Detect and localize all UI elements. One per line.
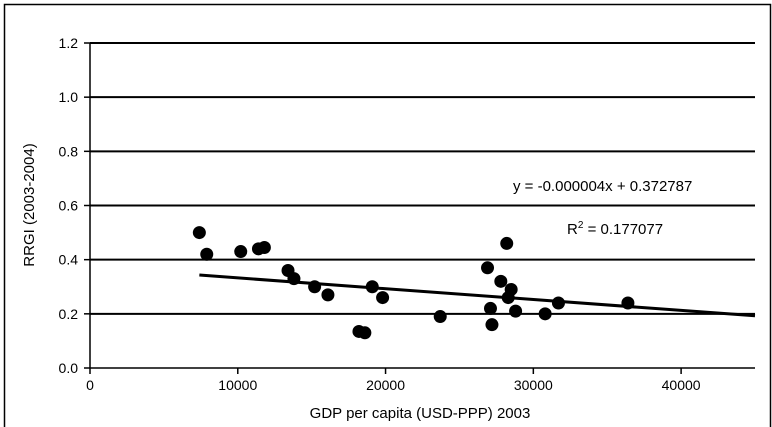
data-point-23 — [551, 296, 565, 310]
data-point-15 — [483, 301, 497, 315]
data-point-16 — [485, 318, 499, 332]
x-tick-labels: 0 10000 20000 30000 40000 — [86, 377, 701, 393]
y-tick-labels: 0.0 0.2 0.4 0.6 0.8 1.0 1.2 — [59, 35, 79, 376]
data-point-22 — [538, 307, 552, 321]
y-axis-title: RRGI (2003-2004) — [21, 143, 38, 266]
y-tick-label-4: 0.8 — [59, 143, 79, 159]
chart-outer-border — [3, 3, 772, 427]
y-tick-label-5: 1.0 — [59, 89, 79, 105]
data-points — [192, 226, 635, 340]
data-point-7 — [308, 280, 322, 294]
data-point-6 — [287, 272, 301, 286]
data-point-20 — [504, 282, 518, 296]
y-tick-label-3: 0.6 — [59, 198, 79, 214]
x-tick-label-2: 20000 — [366, 377, 405, 393]
data-point-11 — [365, 280, 379, 294]
data-point-1 — [200, 247, 214, 261]
trendline — [199, 273, 756, 318]
y-tick-label-0: 0.0 — [59, 360, 79, 376]
data-point-10 — [358, 326, 372, 340]
data-point-17 — [494, 274, 508, 288]
data-point-21 — [509, 304, 523, 318]
data-point-2 — [234, 245, 248, 259]
gridlines — [90, 42, 755, 315]
y-tick-label-1: 0.2 — [59, 306, 79, 322]
x-tick-label-1: 10000 — [218, 377, 257, 393]
data-point-4 — [257, 240, 271, 254]
data-point-18 — [500, 236, 514, 250]
data-point-14 — [481, 261, 495, 275]
data-point-8 — [321, 288, 335, 302]
x-axis-title: GDP per capita (USD-PPP) 2003 — [310, 405, 531, 422]
x-tick-label-4: 40000 — [662, 377, 701, 393]
r-squared-label: R2 = 0.177077 — [567, 220, 663, 238]
r-squared-r: R — [567, 221, 578, 238]
trendline-equation: y = -0.000004x + 0.372787 — [513, 178, 692, 195]
x-tick-label-3: 30000 — [514, 377, 553, 393]
data-point-24 — [621, 296, 635, 310]
data-point-13 — [433, 310, 447, 324]
r-squared-superscript: 2 — [578, 220, 584, 231]
trendline-group — [199, 273, 756, 318]
y-tick-label-6: 1.2 — [59, 35, 79, 51]
r-squared-value: = 0.177077 — [583, 221, 663, 238]
x-tick-label-0: 0 — [86, 377, 94, 393]
axes — [84, 42, 755, 374]
y-tick-label-2: 0.4 — [59, 252, 79, 268]
data-point-12 — [376, 291, 390, 305]
data-point-0 — [192, 226, 206, 240]
